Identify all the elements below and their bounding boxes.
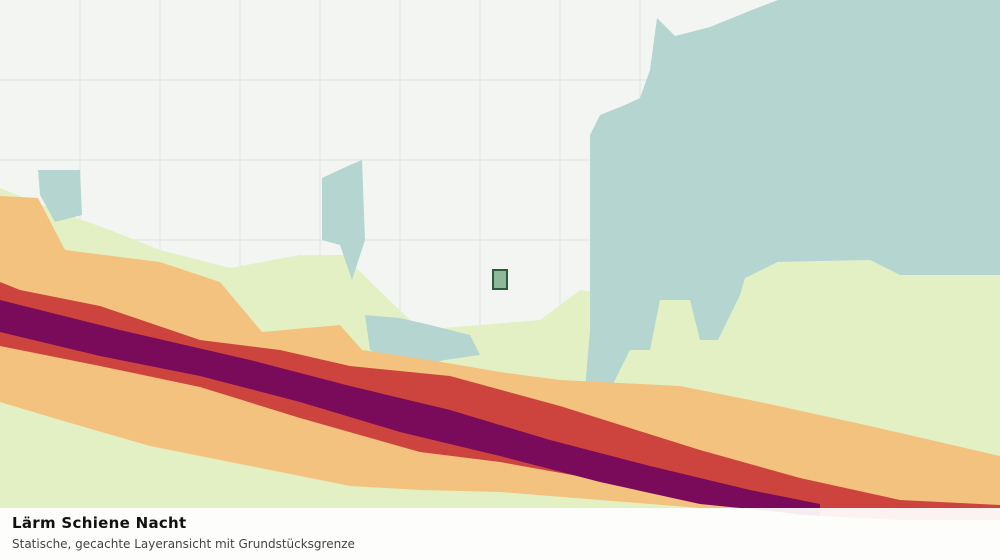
info-panel: Lärm Schiene Nacht Statische, gecachte L… (0, 508, 1000, 560)
water-area (585, 0, 1000, 390)
noise-zone-medium (0, 196, 1000, 508)
water-area (322, 160, 365, 280)
noise-zone-low (305, 255, 350, 305)
layer-subtitle: Statische, gecachte Layeransicht mit Gru… (12, 537, 355, 551)
water-area (38, 170, 82, 222)
layer-title: Lärm Schiene Nacht (12, 514, 187, 532)
noise-zone-very-high (0, 300, 820, 516)
noise-zone-high (0, 282, 1000, 520)
parcel-boundary[interactable] (492, 269, 508, 290)
